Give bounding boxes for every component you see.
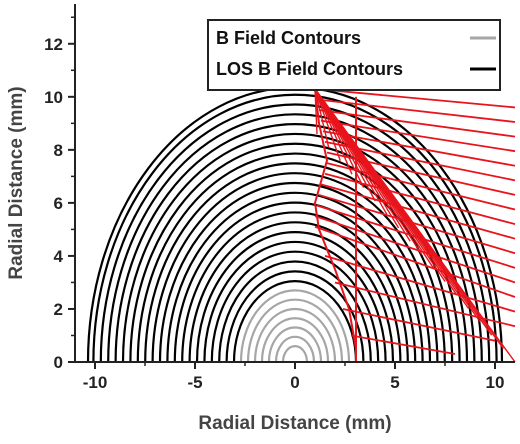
line-of-sight-ray bbox=[320, 183, 516, 240]
line-of-sight-ray bbox=[314, 88, 318, 134]
x-tick-label: -10 bbox=[83, 373, 108, 392]
y-tick-label: 4 bbox=[54, 247, 64, 266]
los-b-field-contour bbox=[114, 123, 476, 363]
los-b-field-contour bbox=[188, 221, 402, 363]
line-of-sight-ray bbox=[314, 88, 353, 175]
line-of-sight-ray bbox=[318, 194, 516, 255]
los-b-field-contour bbox=[166, 191, 424, 363]
line-of-sight-ray bbox=[314, 88, 341, 162]
y-axis-title: Radial Distance (mm) bbox=[6, 86, 27, 279]
line-of-sight-ray bbox=[314, 215, 516, 284]
line-of-sight-ray bbox=[316, 98, 516, 123]
legend-box bbox=[207, 19, 501, 91]
line-of-sight-ray bbox=[342, 308, 496, 342]
line-of-sight-ray bbox=[318, 109, 516, 138]
line-of-sight-ray bbox=[314, 88, 516, 363]
legend: B Field Contours LOS B Field Contours bbox=[207, 19, 501, 91]
x-tick-label: 5 bbox=[390, 373, 399, 392]
los-b-field-contour bbox=[195, 231, 395, 363]
los-b-field-contour bbox=[210, 250, 380, 363]
axes-group: -10 -5 0 5 10 0 2 4 6 8 10 12 Radial Distance (mm) Ra… bbox=[6, 4, 515, 434]
line-of-sight-ray bbox=[314, 87, 516, 109]
line-of-sight-ray bbox=[314, 88, 330, 148]
line-of-sight-ray bbox=[322, 130, 516, 167]
b-field-contour bbox=[281, 344, 309, 363]
y-tick-label: 8 bbox=[54, 141, 63, 160]
y-tick-label: 0 bbox=[54, 353, 63, 372]
los-b-field-contour bbox=[181, 211, 409, 363]
los-b-field-contour bbox=[107, 113, 483, 363]
line-of-sight-ray bbox=[350, 334, 456, 355]
los-b-field-contour bbox=[203, 240, 387, 363]
line-of-sight-ray bbox=[320, 119, 516, 153]
line-of-sight-ray bbox=[314, 225, 516, 298]
los-b-field-contour bbox=[121, 132, 469, 363]
los-b-field-contour bbox=[151, 172, 439, 363]
y-tick-label: 6 bbox=[54, 194, 63, 213]
b-field-contour bbox=[274, 335, 316, 363]
los-b-field-contour bbox=[218, 260, 372, 363]
y-tick-label: 2 bbox=[54, 300, 63, 319]
b-field-contours-group bbox=[239, 289, 351, 363]
x-tick-label: 0 bbox=[290, 373, 299, 392]
y-tick-label: 10 bbox=[44, 88, 63, 107]
x-axis-title: Radial Distance (mm) bbox=[198, 413, 391, 434]
legend-label: B Field Contours bbox=[216, 28, 361, 48]
legend-label: LOS B Field Contours bbox=[216, 59, 403, 79]
los-b-field-contour bbox=[173, 201, 417, 363]
los-b-field-contour bbox=[86, 86, 504, 363]
b-field-contour bbox=[246, 298, 344, 363]
b-field-contour bbox=[239, 289, 351, 363]
los-b-field-contours-group bbox=[86, 86, 504, 363]
y-tick-label: 12 bbox=[44, 35, 63, 54]
line-of-sight-ray bbox=[326, 151, 516, 196]
x-tick-label: 10 bbox=[486, 373, 505, 392]
b-field-contour bbox=[253, 307, 337, 363]
line-of-sight-ray bbox=[324, 255, 516, 313]
los-b-field-contour bbox=[144, 162, 446, 363]
los-b-field-contour bbox=[232, 280, 358, 363]
line-of-sight-ray bbox=[334, 281, 516, 328]
b-field-contour bbox=[267, 326, 323, 363]
x-tick-label: -5 bbox=[187, 373, 202, 392]
los-b-field-contour bbox=[158, 181, 432, 363]
line-of-sight-ray bbox=[324, 172, 516, 225]
los-b-field-contour bbox=[92, 93, 498, 363]
b-field-contour bbox=[260, 317, 330, 363]
line-of-sight-rays-group bbox=[313, 87, 516, 363]
los-b-field-contour bbox=[99, 103, 491, 363]
